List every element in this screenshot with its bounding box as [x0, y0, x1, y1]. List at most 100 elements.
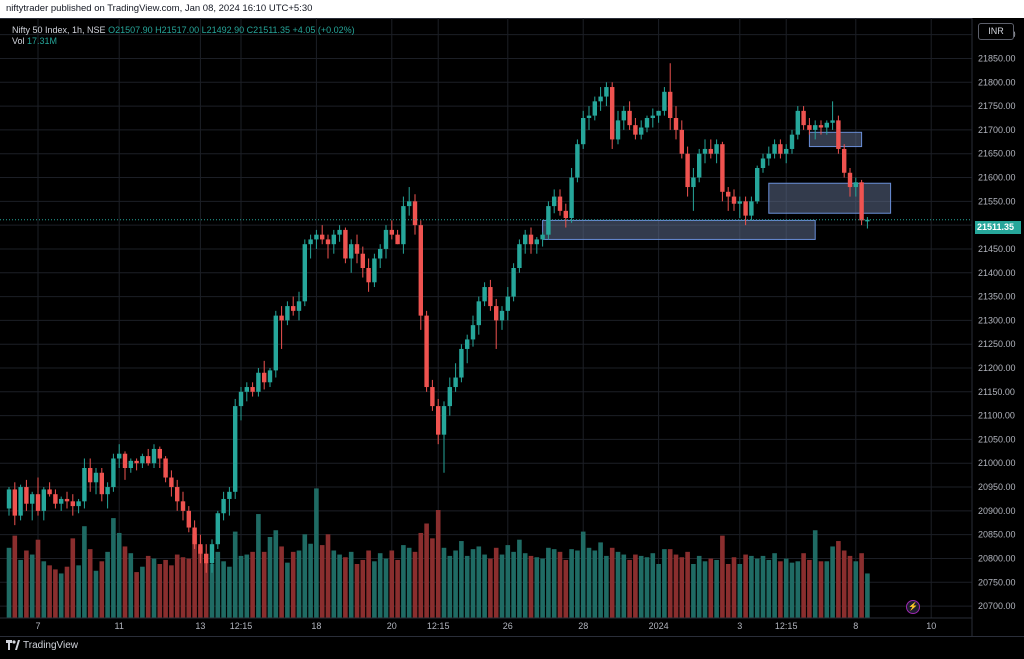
symbol-legend[interactable]: Nifty 50 Index, 1h, NSE O21507.90 H21517…	[12, 25, 355, 35]
time-axis[interactable]: 7 11 13 12:15 18 20 12:15 26 28 2024 3 12:15 8 10	[0, 617, 972, 631]
candle-body	[546, 206, 551, 235]
candle-body	[465, 339, 470, 349]
volume-legend[interactable]: Vol 17.31M	[12, 36, 57, 46]
candle-body	[441, 406, 447, 435]
candle	[267, 368, 273, 388]
chart-canvas[interactable]: 20700.00 20750.00 20800.00 20850.00 20900.00…	[0, 18, 1024, 636]
volume-bar	[749, 555, 754, 618]
candle	[82, 458, 87, 509]
volume-bars	[6, 488, 870, 618]
volume-bar	[209, 564, 215, 618]
candle-body	[824, 122, 829, 128]
volume-bar	[470, 549, 476, 618]
price-tick-label: 21700.00	[978, 125, 1016, 135]
volume-bar	[111, 518, 116, 618]
candle-body	[134, 460, 139, 464]
price-tick-label: 21100.00	[978, 411, 1015, 421]
candle-body	[35, 494, 41, 511]
candle	[441, 401, 447, 473]
time-tick-label: 8	[853, 621, 858, 631]
candle	[569, 168, 574, 223]
price-tick-label: 21200.00	[978, 363, 1016, 373]
candle	[412, 194, 418, 235]
candle	[70, 494, 75, 516]
candle-body	[494, 306, 499, 321]
candle	[314, 229, 319, 249]
candle	[546, 201, 551, 240]
candle	[262, 360, 267, 390]
candle	[470, 315, 476, 347]
candle	[528, 227, 534, 254]
candle	[818, 120, 824, 135]
price-tick-label: 21000.00	[978, 458, 1016, 468]
time-tick-label: 18	[311, 621, 321, 631]
volume-bar	[795, 561, 801, 618]
volume-bar	[859, 553, 864, 618]
candle-body	[30, 494, 35, 504]
candle	[117, 444, 122, 468]
candle-body	[349, 244, 354, 259]
candle	[691, 168, 696, 211]
volume-bar	[76, 565, 81, 618]
volume-bar	[598, 542, 603, 618]
candle	[401, 196, 406, 254]
volume-bar	[586, 547, 592, 618]
footer-bar	[0, 636, 1024, 659]
candle-body	[650, 115, 655, 118]
candle	[482, 282, 487, 307]
price-tick-label: 21300.00	[978, 315, 1016, 325]
candle-body	[575, 144, 580, 178]
price-tick-label: 21350.00	[978, 292, 1016, 302]
candle	[662, 87, 667, 116]
candle	[273, 310, 278, 378]
candle	[24, 479, 29, 511]
volume-bar	[459, 541, 464, 618]
candle-body	[430, 387, 435, 407]
candle-body	[795, 110, 800, 135]
volume-bar	[569, 549, 574, 618]
volume-bar	[453, 550, 458, 618]
candle-body	[644, 118, 650, 128]
volume-bar	[302, 534, 308, 618]
candle	[360, 246, 365, 278]
candle-body	[105, 487, 110, 495]
candle-body	[424, 315, 429, 388]
candle-body	[807, 125, 812, 130]
candle-body	[836, 120, 841, 149]
volume-bar	[464, 555, 470, 618]
volume-bar	[592, 550, 598, 618]
currency-button[interactable]: INR	[978, 23, 1014, 40]
candle-body	[204, 553, 209, 564]
candle-body	[209, 544, 215, 564]
candle	[12, 482, 17, 526]
candle-body	[314, 234, 319, 240]
volume-bar	[290, 551, 296, 618]
volume-bar	[337, 554, 342, 618]
ohlc-values: O21507.90 H21517.00 L21492.90 C21511.35 …	[108, 25, 355, 35]
candle-body	[470, 325, 476, 340]
lightning-icon[interactable]: ⚡	[906, 600, 920, 614]
price-tick-label: 21050.00	[978, 434, 1016, 444]
zone-rect	[808, 131, 863, 148]
candle	[366, 258, 371, 292]
candle	[291, 296, 296, 316]
zones	[542, 131, 892, 240]
candle	[122, 451, 128, 480]
candle-body	[859, 182, 864, 221]
published-info: niftytrader published on TradingView.com…	[6, 3, 313, 14]
price-tick-label: 20850.00	[978, 530, 1016, 540]
volume-bar	[145, 555, 151, 618]
volume-bar	[192, 534, 197, 618]
volume-bar	[743, 554, 748, 618]
candle-body	[766, 153, 771, 159]
candle-body	[639, 127, 644, 135]
candle-body	[360, 253, 365, 268]
candle	[784, 144, 789, 164]
price-tick-label: 21250.00	[978, 339, 1016, 349]
tradingview-logo[interactable]: TradingView	[6, 640, 78, 651]
candle	[789, 129, 795, 154]
candle-body	[813, 125, 818, 130]
volume-bar	[389, 550, 395, 618]
price-axis[interactable]: 20700.00 20750.00 20800.00 20850.00 20900.00…	[971, 18, 1024, 636]
volume-bar	[679, 557, 685, 618]
